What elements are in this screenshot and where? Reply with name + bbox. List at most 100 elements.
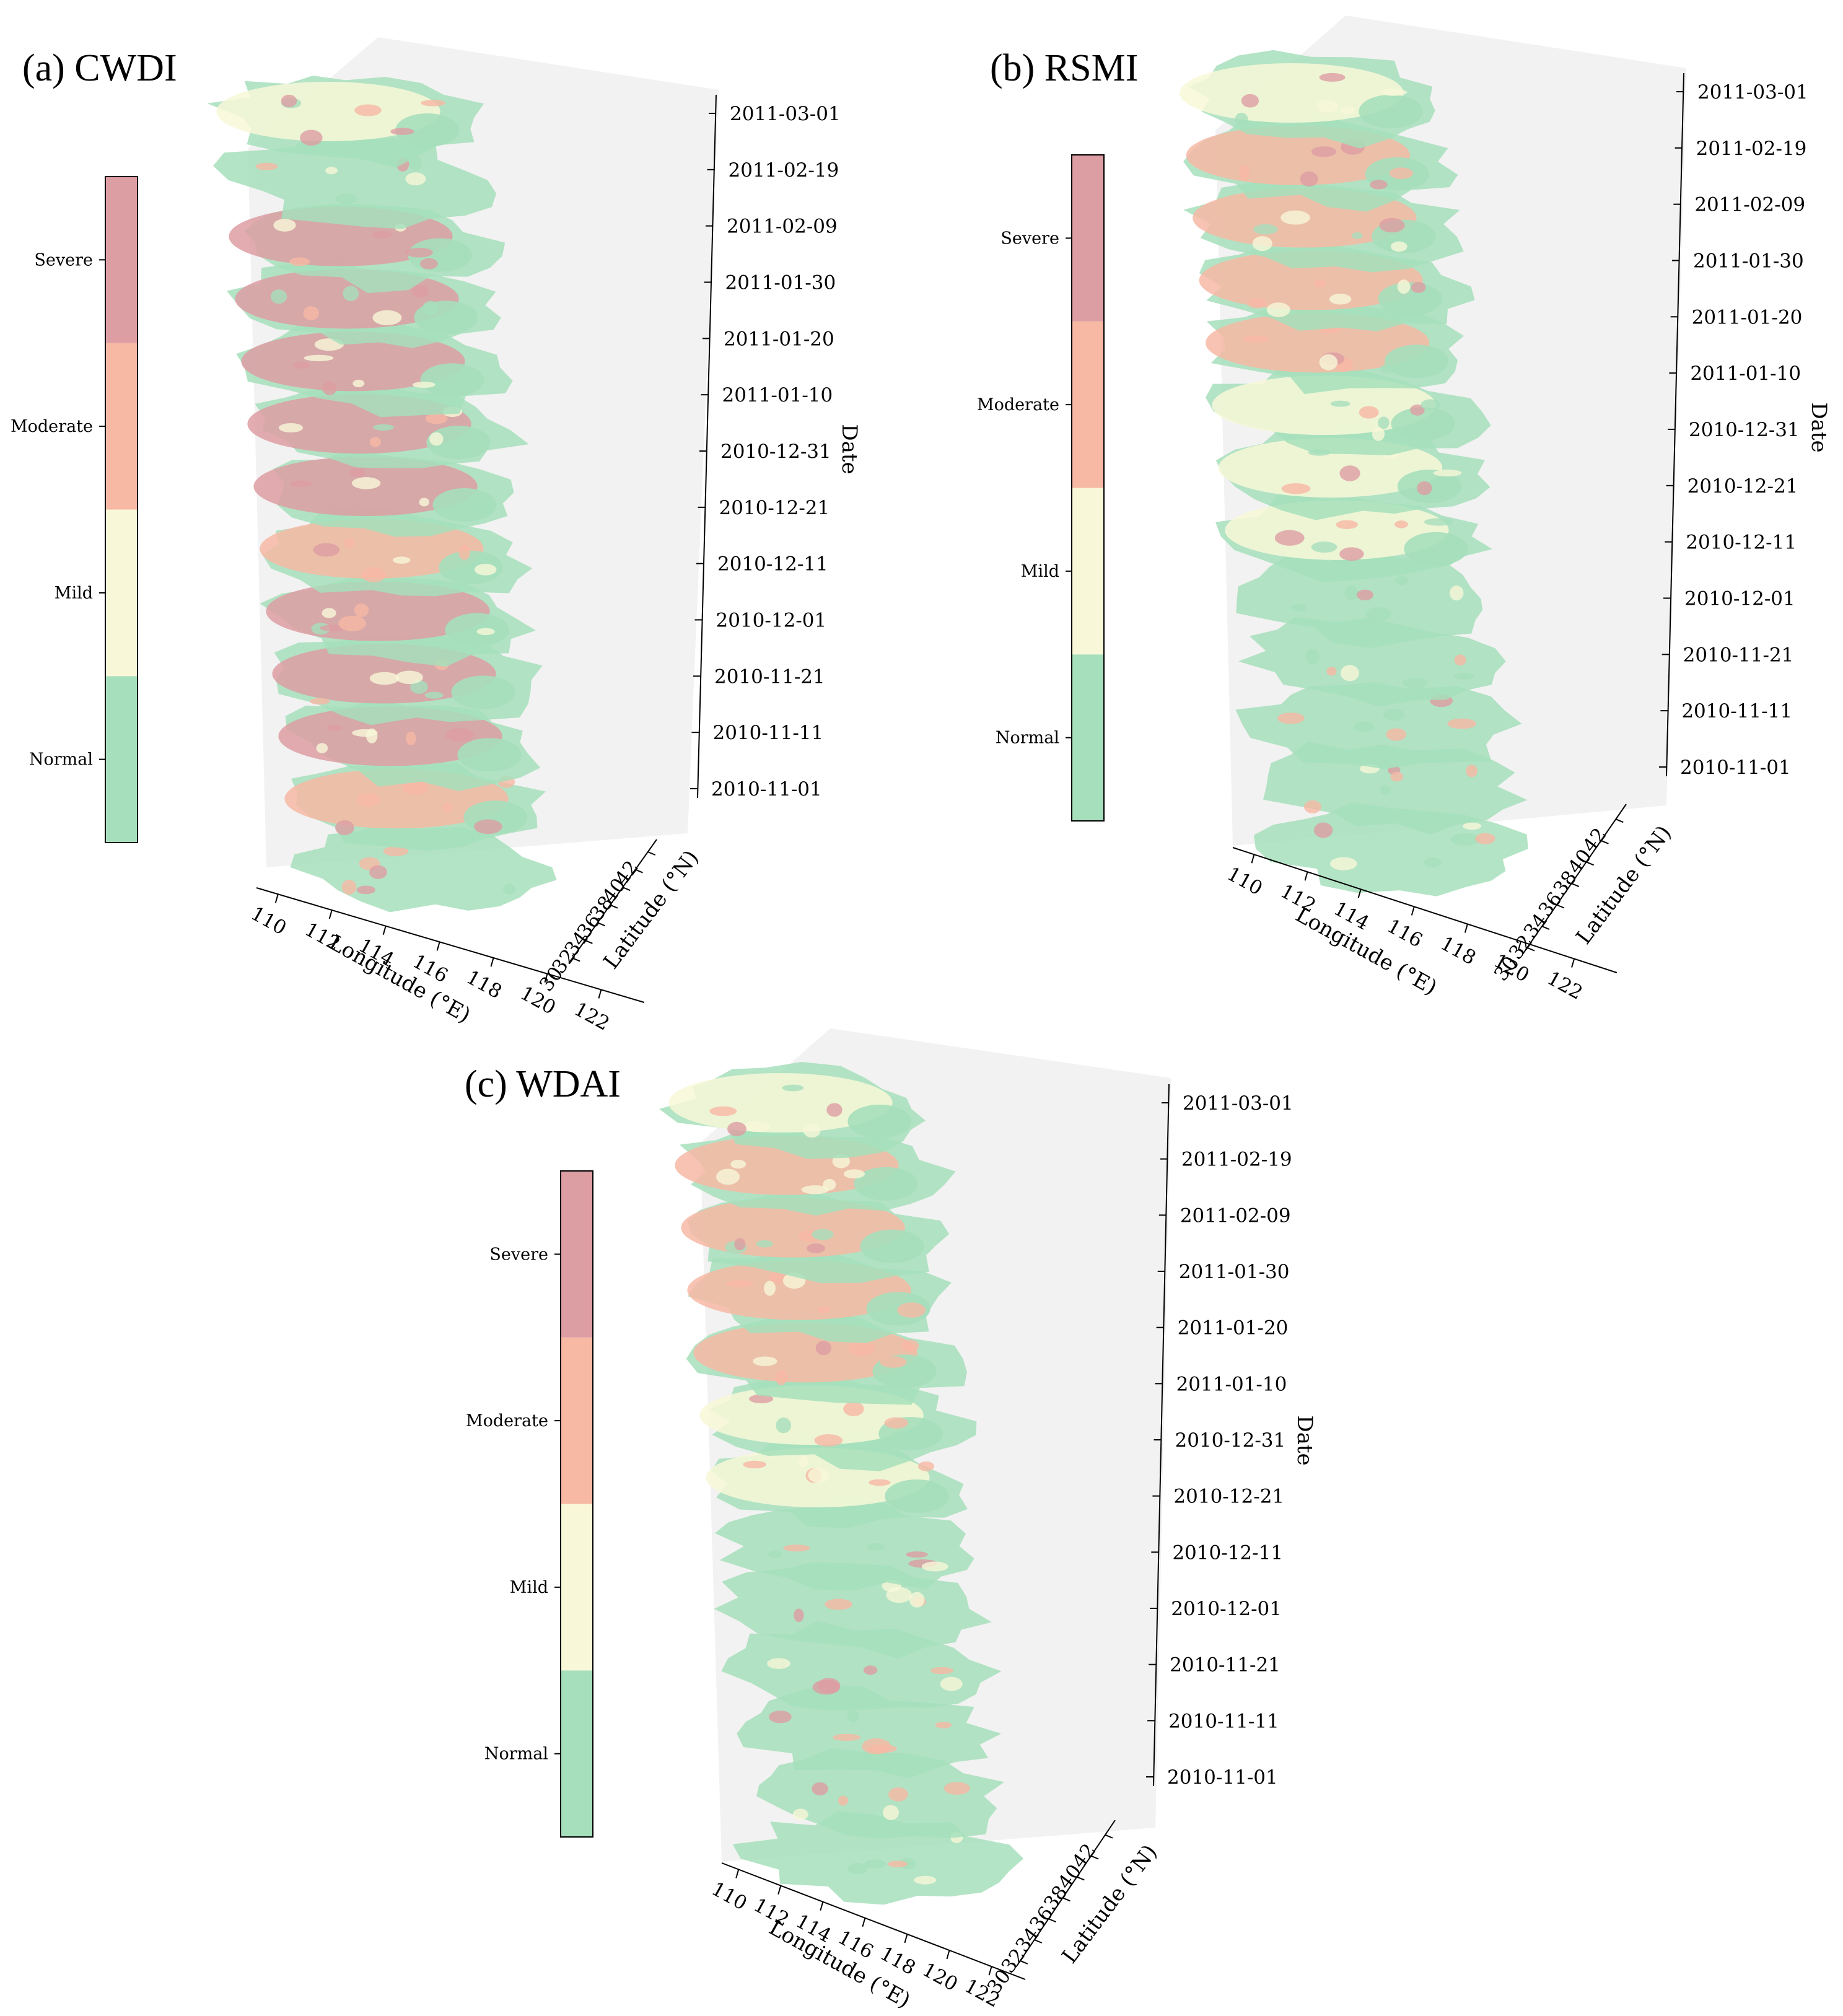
- map-layer-speckle: [1340, 106, 1355, 115]
- map-layer-normal-zone: [854, 1167, 918, 1201]
- map-layer-speckle: [1424, 857, 1442, 867]
- map-layer-speckle: [1329, 294, 1352, 305]
- lon-tick-mark: [382, 926, 387, 935]
- map-layer: [1236, 549, 1483, 648]
- map-layer-speckle: [869, 1479, 891, 1486]
- map-layer-speckle: [1379, 89, 1407, 96]
- map-layer-speckle: [725, 1279, 754, 1287]
- date-tick-label: 2011-03-01: [1183, 1092, 1294, 1115]
- map-layer-speckle: [914, 1875, 937, 1885]
- map-layer-speckle: [1379, 217, 1405, 233]
- map-layer-speckle: [764, 1281, 776, 1296]
- date-tick-label: 2011-01-30: [725, 272, 836, 294]
- map-layer-speckle: [806, 1243, 826, 1253]
- map-layer-speckle: [727, 1121, 746, 1136]
- date-tick-label: 2011-01-10: [1176, 1373, 1287, 1395]
- map-layer-speckle: [843, 1169, 865, 1179]
- map-layer-speckle: [1454, 654, 1466, 666]
- date-tick-label: 2011-02-09: [1694, 194, 1805, 216]
- map-layer-speckle: [1339, 465, 1360, 481]
- map-layer: [714, 1499, 974, 1591]
- map-layer-normal-zone: [395, 113, 460, 147]
- date-tick-label: 2011-02-19: [1696, 138, 1807, 160]
- date-tick-label: 2011-01-10: [722, 384, 833, 406]
- date-tick-label: 2011-01-10: [1690, 362, 1801, 385]
- map-layer-speckle: [743, 1460, 767, 1469]
- map-layer-speckle: [783, 1545, 810, 1552]
- lat-tick-mark: [610, 904, 618, 909]
- map-layer: [1180, 50, 1435, 149]
- map-layer-speckle: [369, 865, 387, 879]
- map-layer-speckle: [1247, 298, 1267, 309]
- map-layer-speckle: [278, 423, 304, 433]
- map-layer-speckle: [351, 477, 381, 489]
- map-layer-speckle: [848, 1340, 875, 1357]
- map-layer-speckle: [338, 615, 366, 631]
- lat-tick-mark: [597, 922, 606, 927]
- map-layer-speckle: [326, 724, 343, 732]
- map-layer-normal-zone: [445, 613, 509, 647]
- map-layer-speckle: [1366, 607, 1391, 621]
- map-layer-speckle: [884, 1417, 909, 1429]
- colorbar-label: Mild: [55, 584, 93, 603]
- lon-tick-mark: [1464, 924, 1468, 933]
- map-layer-speckle: [406, 731, 416, 745]
- map-layer-speckle: [343, 286, 359, 302]
- map-layer-speckle: [1330, 400, 1351, 407]
- map-layer-speckle: [775, 1370, 787, 1385]
- map-layer-speckle: [316, 743, 328, 753]
- map-layer-speckle: [383, 846, 409, 856]
- lon-tick-mark: [1518, 941, 1521, 950]
- date-tick-label: 2010-12-11: [1172, 1541, 1283, 1564]
- map-layer-speckle: [1463, 822, 1482, 830]
- lat-tick-mark: [572, 957, 580, 962]
- layers: [207, 76, 557, 913]
- map-layer-speckle: [753, 1356, 777, 1366]
- colorbar-segment: [105, 177, 138, 343]
- map-layer-speckle: [409, 156, 422, 171]
- lon-tick-mark: [820, 1901, 824, 1911]
- map-layer: [236, 320, 513, 418]
- map-layer-speckle: [1235, 113, 1248, 125]
- map-layer-speckle: [1313, 822, 1333, 838]
- colorbar-frame: [1071, 154, 1105, 822]
- date-tick-label: 2011-03-01: [1697, 81, 1808, 103]
- map-layer-speckle: [405, 247, 433, 258]
- lat-axis-line: [1015, 1820, 1116, 1968]
- lat-tick-mark: [1034, 1939, 1043, 1944]
- date-tick-label: 2010-12-31: [1689, 419, 1800, 441]
- date-axis-title: Date: [837, 424, 862, 474]
- map-layer: [1206, 364, 1491, 455]
- date-tick-label: 2010-12-11: [1686, 532, 1797, 554]
- lat-tick-mark: [584, 939, 593, 944]
- map-layer-speckle: [442, 802, 453, 812]
- map-layer-speckle: [909, 1592, 925, 1608]
- lat-tick-mark: [1571, 882, 1580, 887]
- map-layer-speckle: [1339, 547, 1364, 561]
- map-layer-speckle: [292, 361, 311, 369]
- map-layer-speckle: [369, 672, 400, 685]
- map-layer-speckle: [1372, 427, 1385, 441]
- map-layer-speckle: [1403, 678, 1428, 688]
- lon-tick-mark: [862, 1917, 866, 1927]
- date-tick-label: 2011-02-19: [1181, 1149, 1292, 1171]
- map-layer-speckle: [1424, 518, 1453, 526]
- map-layer-speckle: [1380, 785, 1391, 795]
- date-axis: 2010-11-01 2010-11-11 2010-11-21 2010-12-01…: [690, 94, 862, 800]
- map-layer-speckle: [429, 432, 444, 446]
- map-layer-normal-zone: [457, 738, 522, 772]
- lon-tick-mark: [328, 909, 333, 919]
- map-layer-speckle: [271, 289, 287, 304]
- layers: [659, 1062, 1024, 1905]
- map-layer-speckle: [1336, 520, 1358, 529]
- lon-tick-label: 110: [707, 1878, 750, 1915]
- map-layer-speckle: [1253, 224, 1278, 235]
- date-tick-label: 2010-11-01: [1167, 1766, 1278, 1789]
- lat-tick-mark: [1048, 1918, 1056, 1923]
- map-layer-speckle: [1447, 718, 1477, 729]
- colorbar-segment: [105, 676, 138, 843]
- date-axis-title: Date: [1806, 402, 1831, 452]
- map-layer-normal-zone: [1404, 532, 1468, 566]
- map-layer-speckle: [341, 879, 357, 895]
